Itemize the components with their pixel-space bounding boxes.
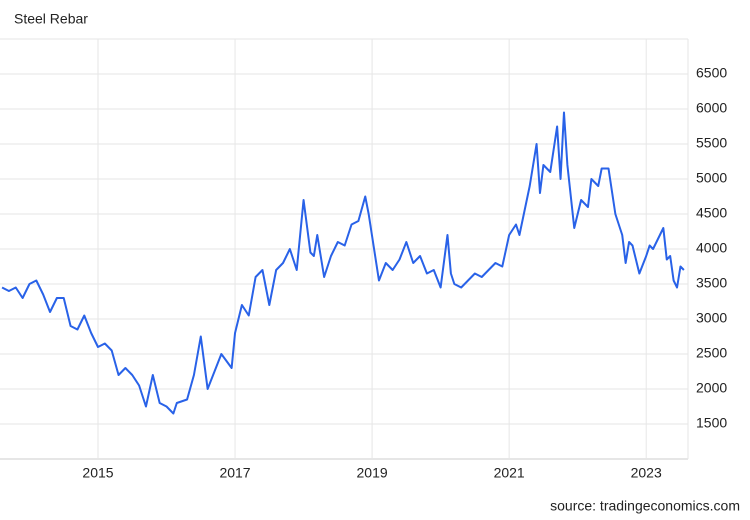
y-tick-label: 5500 <box>696 135 727 151</box>
y-tick-label: 4500 <box>696 205 727 221</box>
y-tick-label: 5000 <box>696 170 727 186</box>
y-tick-label: 4000 <box>696 240 727 256</box>
y-tick-label: 6500 <box>696 65 727 81</box>
x-tick-label: 2023 <box>631 465 662 481</box>
y-tick-label: 3500 <box>696 275 727 291</box>
y-tick-label: 1500 <box>696 415 727 431</box>
x-tick-label: 2015 <box>82 465 113 481</box>
x-tick-label: 2019 <box>357 465 388 481</box>
y-tick-label: 2000 <box>696 380 727 396</box>
x-tick-label: 2021 <box>494 465 525 481</box>
y-tick-label: 3000 <box>696 310 727 326</box>
y-tick-label: 6000 <box>696 100 727 116</box>
source: source: tradingeconomics.com <box>550 498 740 514</box>
line <box>1 111 685 415</box>
y-tick-label: 2500 <box>696 345 727 361</box>
chart-title: Steel Rebar <box>14 11 88 27</box>
x-tick-label: 2017 <box>219 465 250 481</box>
